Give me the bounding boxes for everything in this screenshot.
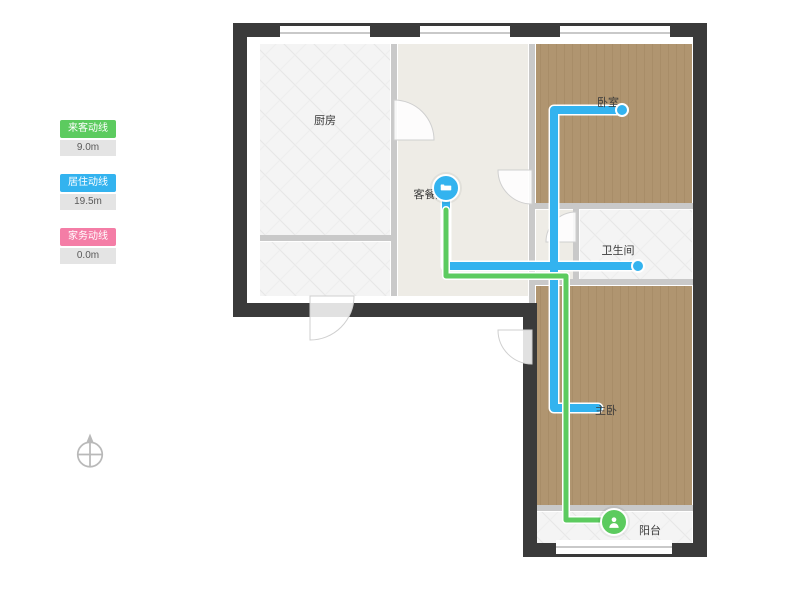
- stage: 来客动线 9.0m 居住动线 19.5m 家务动线 0.0m: [0, 0, 800, 600]
- legend-living-value: 19.5m: [60, 194, 116, 210]
- legend-chore-title: 家务动线: [60, 228, 116, 246]
- path-endpoint-dot: [631, 259, 645, 273]
- room-kitchen: [260, 44, 390, 236]
- legend-living: 居住动线 19.5m: [60, 174, 120, 210]
- door-arc: [498, 330, 532, 364]
- legend-living-title: 居住动线: [60, 174, 116, 192]
- legend-guest: 来客动线 9.0m: [60, 120, 120, 156]
- path-endpoint-dot: [615, 103, 629, 117]
- room-foyer: [260, 242, 390, 296]
- plan-svg: [220, 10, 720, 570]
- person-icon: [600, 508, 628, 536]
- legend-guest-title: 来客动线: [60, 120, 116, 138]
- door-arc: [310, 296, 354, 340]
- bed-icon: [432, 174, 460, 202]
- legend-chore: 家务动线 0.0m: [60, 228, 120, 264]
- legend: 来客动线 9.0m 居住动线 19.5m 家务动线 0.0m: [60, 120, 120, 282]
- compass-icon: [72, 430, 108, 472]
- legend-guest-value: 9.0m: [60, 140, 116, 156]
- legend-chore-value: 0.0m: [60, 248, 116, 264]
- floor-plan: 厨房客餐厅卧室卫生间主卧阳台: [220, 10, 720, 570]
